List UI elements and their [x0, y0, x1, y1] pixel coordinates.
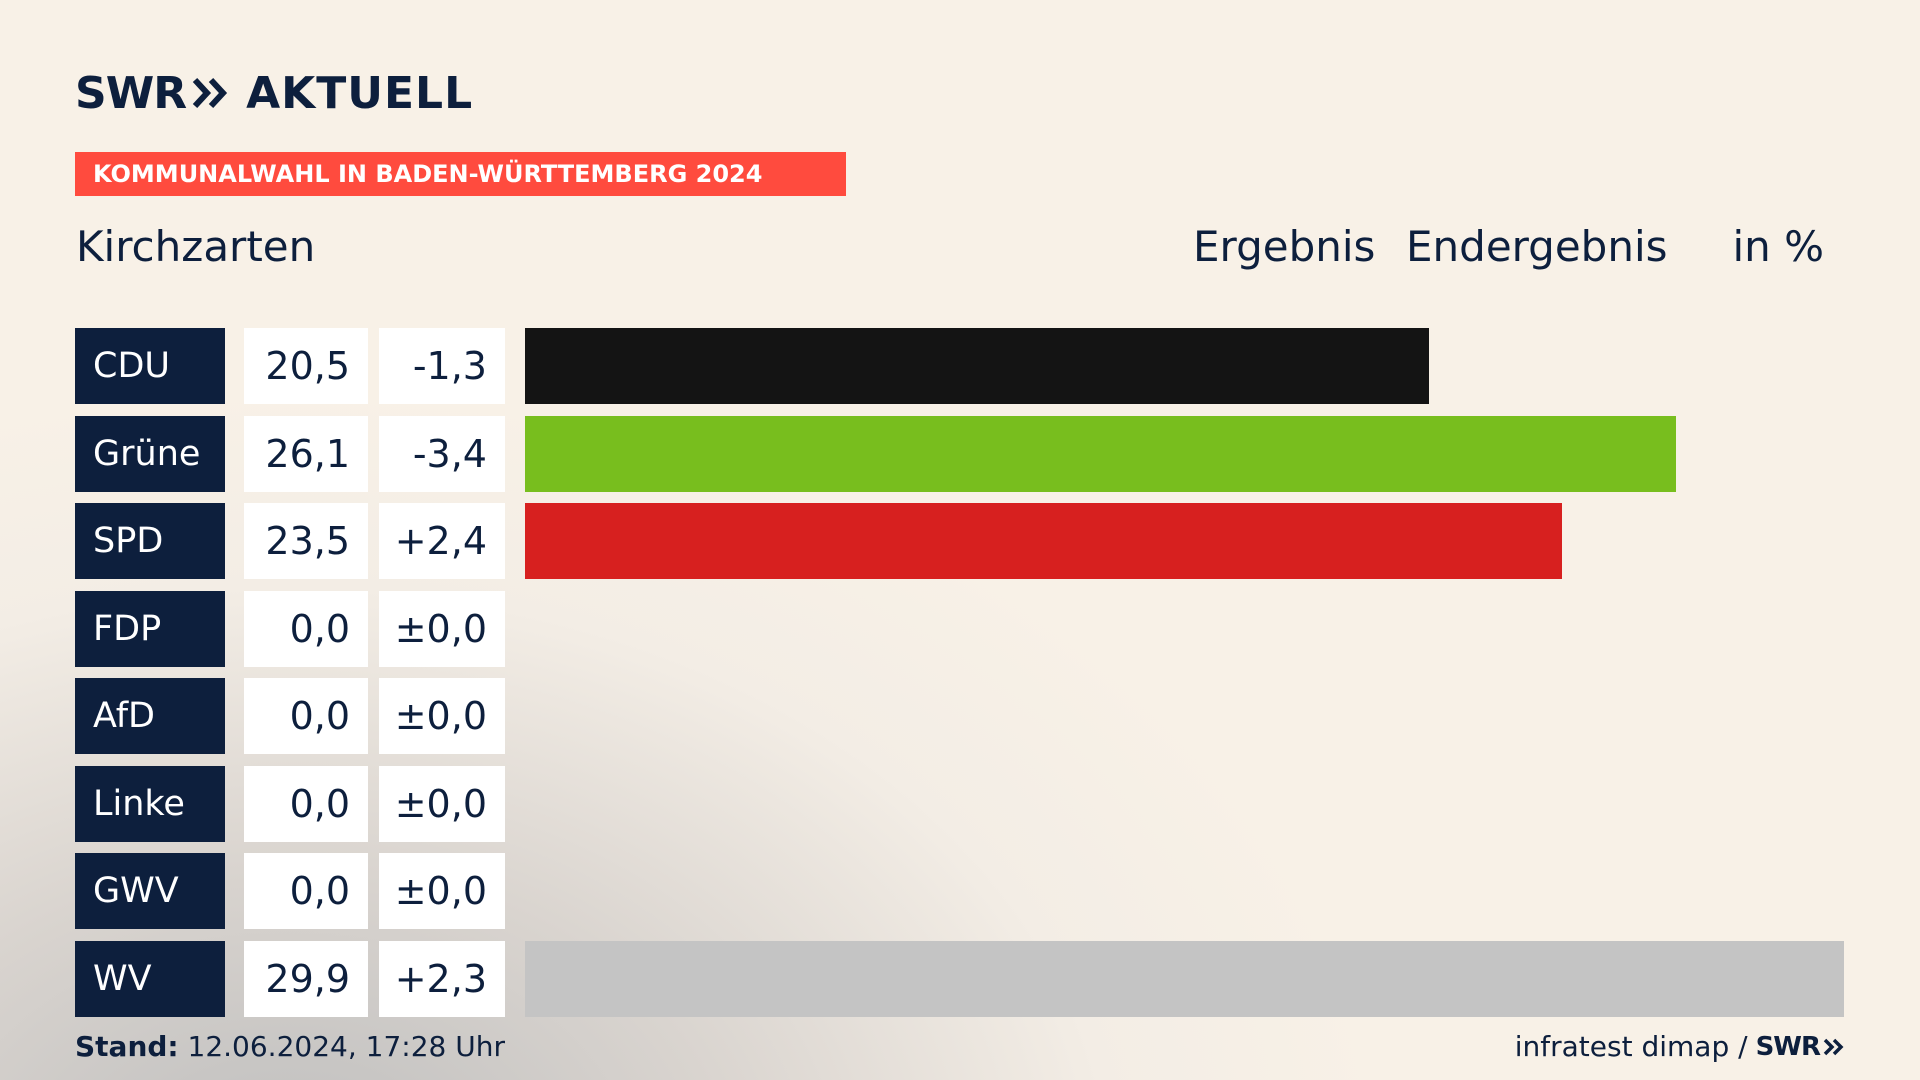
result-value: 0,0 [244, 590, 368, 667]
party-label: Grüne [75, 415, 225, 492]
result-bar [525, 415, 1676, 492]
place-title: Kirchzarten [76, 222, 316, 271]
result-diff: ±0,0 [379, 590, 505, 667]
result-value: 0,0 [244, 853, 368, 929]
party-label: FDP [75, 590, 225, 667]
result-bar [525, 503, 1562, 579]
footer-double-chevron-icon [1823, 1038, 1844, 1055]
timestamp: Stand: 12.06.2024, 17:28 Uhr [75, 1030, 505, 1063]
double-chevron-icon [192, 77, 228, 109]
result-diff: ±0,0 [379, 765, 505, 842]
result-bar [525, 940, 1844, 1017]
stand-value: 12.06.2024, 17:28 Uhr [178, 1030, 505, 1063]
footer-swr-text: SWR [1755, 1031, 1821, 1062]
source-text: infratest dimap / [1514, 1030, 1748, 1063]
result-value: 0,0 [244, 765, 368, 842]
party-label: SPD [75, 503, 225, 579]
party-label: WV [75, 940, 225, 1017]
result-value: 20,5 [244, 328, 368, 404]
logo-aktuell-text: AKTUELL [246, 67, 474, 119]
result-diff: +2,3 [379, 940, 505, 1017]
party-label: GWV [75, 853, 225, 929]
result-diff: +2,4 [379, 503, 505, 579]
stand-label: Stand: [75, 1030, 179, 1063]
party-label: CDU [75, 328, 225, 404]
result-value: 23,5 [244, 503, 368, 579]
election-banner: KOMMUNALWAHL IN BADEN-WÜRTTEMBERG 2024 [75, 152, 846, 196]
result-value: 29,9 [244, 940, 368, 1017]
header-unit: in % [1732, 222, 1824, 271]
header-result: Ergebnis [1193, 222, 1376, 271]
result-diff: -1,3 [379, 328, 505, 404]
logo-swr-text: SWR [75, 67, 187, 119]
result-diff: ±0,0 [379, 853, 505, 929]
header-status: Endergebnis [1406, 222, 1668, 271]
swr-aktuell-logo: SWR AKTUELL [75, 67, 474, 119]
result-diff: -3,4 [379, 415, 505, 492]
result-value: 0,0 [244, 678, 368, 754]
source-credit: infratest dimap / SWR [1515, 1030, 1845, 1063]
result-diff: ±0,0 [379, 678, 505, 754]
result-bar [525, 328, 1429, 404]
party-label: AfD [75, 678, 225, 754]
party-label: Linke [75, 765, 225, 842]
result-value: 26,1 [244, 415, 368, 492]
